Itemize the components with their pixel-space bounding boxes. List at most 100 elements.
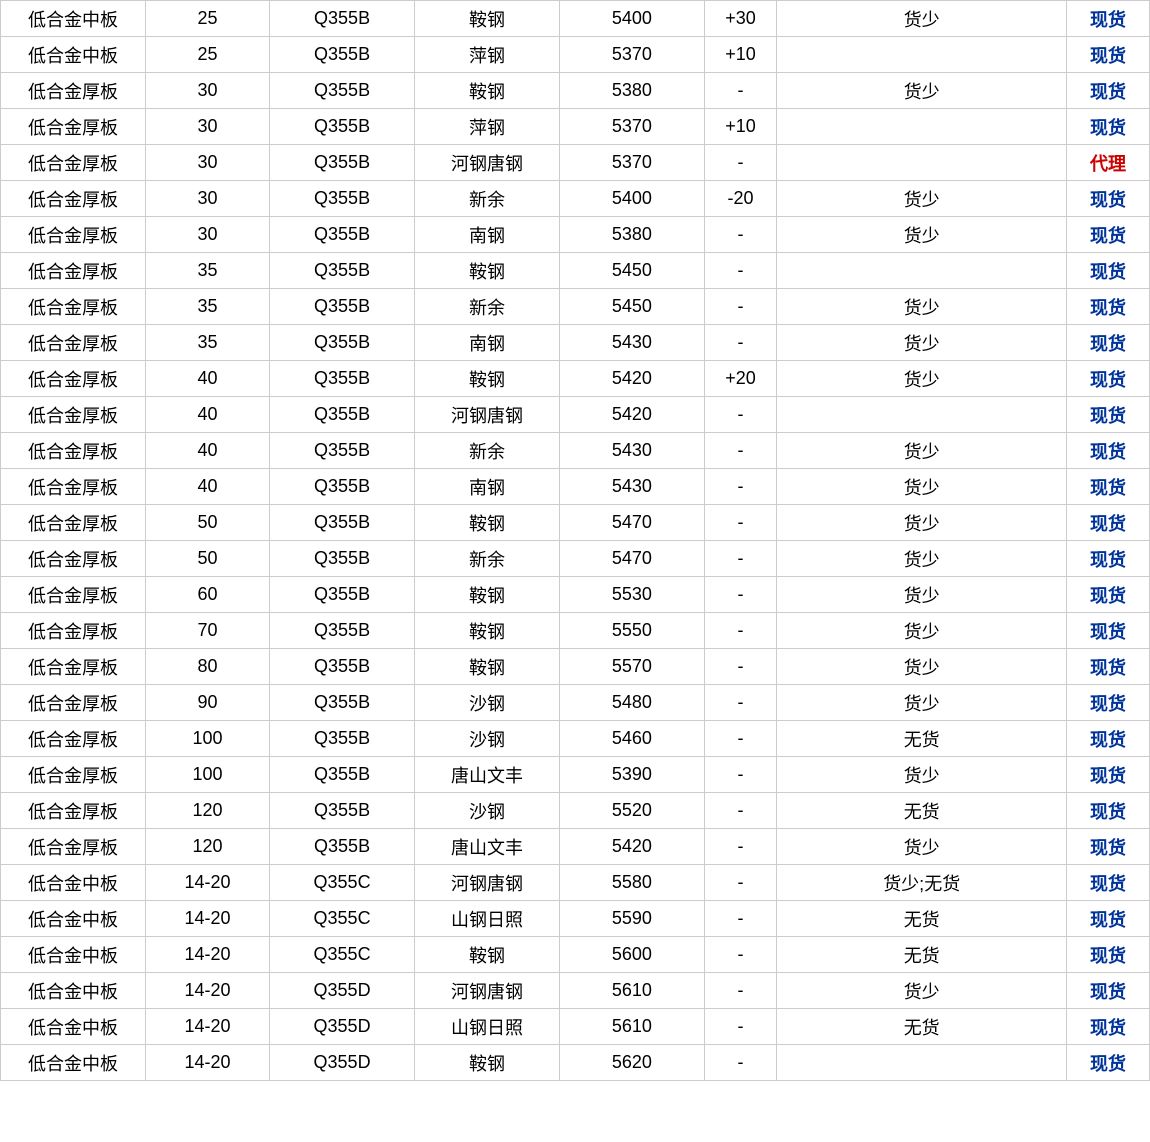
stock-link[interactable]: 现货	[1090, 370, 1126, 390]
change-cell: -	[704, 289, 776, 325]
remark-cell: 货少	[777, 1, 1067, 37]
remark-cell: 货少	[777, 613, 1067, 649]
spec-cell: 14-20	[145, 1009, 269, 1045]
stock-link[interactable]: 现货	[1090, 766, 1126, 786]
stock-link[interactable]: 现货	[1090, 622, 1126, 642]
remark-cell	[777, 37, 1067, 73]
change-cell: -	[704, 469, 776, 505]
table-row: 低合金中板14-20Q355C鞍钢5600-无货现货	[1, 937, 1150, 973]
grade-cell: Q355B	[270, 361, 415, 397]
stock-link[interactable]: 现货	[1090, 262, 1126, 282]
stock-cell: 现货	[1067, 505, 1150, 541]
remark-cell: 货少	[777, 361, 1067, 397]
change-cell: -	[704, 145, 776, 181]
mill-cell: 唐山文丰	[415, 829, 560, 865]
product-name-cell: 低合金厚板	[1, 829, 146, 865]
remark-cell: 无货	[777, 901, 1067, 937]
grade-cell: Q355B	[270, 577, 415, 613]
stock-link[interactable]: 现货	[1090, 1018, 1126, 1038]
price-cell: 5600	[559, 937, 704, 973]
stock-link[interactable]: 现货	[1090, 46, 1126, 66]
steel-price-table: 低合金中板25Q355B鞍钢5400+30货少现货低合金中板25Q355B萍钢5…	[0, 0, 1150, 1081]
stock-cell: 现货	[1067, 433, 1150, 469]
grade-cell: Q355B	[270, 217, 415, 253]
price-cell: 5370	[559, 145, 704, 181]
table-row: 低合金厚板50Q355B新余5470-货少现货	[1, 541, 1150, 577]
mill-cell: 河钢唐钢	[415, 865, 560, 901]
remark-cell	[777, 1045, 1067, 1081]
stock-cell: 现货	[1067, 901, 1150, 937]
stock-link[interactable]: 现货	[1090, 82, 1126, 102]
stock-link[interactable]: 现货	[1090, 190, 1126, 210]
change-cell: -	[704, 649, 776, 685]
stock-link[interactable]: 现货	[1090, 838, 1126, 858]
stock-link[interactable]: 现货	[1090, 910, 1126, 930]
price-cell: 5470	[559, 505, 704, 541]
stock-link[interactable]: 现货	[1090, 874, 1126, 894]
price-cell: 5590	[559, 901, 704, 937]
stock-link[interactable]: 现货	[1090, 802, 1126, 822]
spec-cell: 25	[145, 1, 269, 37]
table-row: 低合金厚板120Q355B沙钢5520-无货现货	[1, 793, 1150, 829]
spec-cell: 14-20	[145, 1045, 269, 1081]
stock-link[interactable]: 现货	[1090, 10, 1126, 30]
spec-cell: 14-20	[145, 973, 269, 1009]
product-name-cell: 低合金厚板	[1, 649, 146, 685]
stock-link[interactable]: 现货	[1090, 586, 1126, 606]
stock-link[interactable]: 现货	[1090, 1054, 1126, 1074]
spec-cell: 30	[145, 181, 269, 217]
stock-link[interactable]: 现货	[1090, 550, 1126, 570]
grade-cell: Q355B	[270, 181, 415, 217]
price-cell: 5610	[559, 1009, 704, 1045]
stock-link[interactable]: 现货	[1090, 982, 1126, 1002]
mill-cell: 鞍钢	[415, 613, 560, 649]
price-cell: 5570	[559, 649, 704, 685]
stock-link[interactable]: 现货	[1090, 406, 1126, 426]
product-name-cell: 低合金厚板	[1, 469, 146, 505]
table-row: 低合金中板14-20Q355D山钢日照5610-无货现货	[1, 1009, 1150, 1045]
stock-link[interactable]: 现货	[1090, 226, 1126, 246]
stock-link[interactable]: 现货	[1090, 298, 1126, 318]
table-row: 低合金厚板120Q355B唐山文丰5420-货少现货	[1, 829, 1150, 865]
price-cell: 5430	[559, 469, 704, 505]
change-cell: -	[704, 73, 776, 109]
remark-cell: 货少	[777, 577, 1067, 613]
spec-cell: 40	[145, 397, 269, 433]
price-cell: 5420	[559, 361, 704, 397]
product-name-cell: 低合金厚板	[1, 145, 146, 181]
stock-link[interactable]: 现货	[1090, 514, 1126, 534]
change-cell: -	[704, 1045, 776, 1081]
stock-link[interactable]: 现货	[1090, 946, 1126, 966]
stock-link[interactable]: 现货	[1090, 442, 1126, 462]
price-cell: 5470	[559, 541, 704, 577]
stock-cell: 现货	[1067, 109, 1150, 145]
spec-cell: 14-20	[145, 865, 269, 901]
table-row: 低合金厚板30Q355B南钢5380-货少现货	[1, 217, 1150, 253]
table-row: 低合金厚板40Q355B南钢5430-货少现货	[1, 469, 1150, 505]
remark-cell	[777, 145, 1067, 181]
remark-cell: 货少	[777, 73, 1067, 109]
grade-cell: Q355D	[270, 1045, 415, 1081]
stock-link[interactable]: 现货	[1090, 478, 1126, 498]
product-name-cell: 低合金中板	[1, 1009, 146, 1045]
spec-cell: 100	[145, 721, 269, 757]
mill-cell: 鞍钢	[415, 1045, 560, 1081]
product-name-cell: 低合金中板	[1, 1, 146, 37]
remark-cell: 无货	[777, 1009, 1067, 1045]
table-row: 低合金厚板100Q355B沙钢5460-无货现货	[1, 721, 1150, 757]
product-name-cell: 低合金厚板	[1, 613, 146, 649]
product-name-cell: 低合金厚板	[1, 253, 146, 289]
stock-link[interactable]: 现货	[1090, 334, 1126, 354]
stock-link[interactable]: 现货	[1090, 658, 1126, 678]
product-name-cell: 低合金厚板	[1, 433, 146, 469]
stock-cell: 代理	[1067, 145, 1150, 181]
grade-cell: Q355D	[270, 973, 415, 1009]
mill-cell: 鞍钢	[415, 73, 560, 109]
change-cell: +20	[704, 361, 776, 397]
spec-cell: 50	[145, 505, 269, 541]
stock-cell: 现货	[1067, 253, 1150, 289]
stock-link[interactable]: 现货	[1090, 730, 1126, 750]
stock-link[interactable]: 现货	[1090, 118, 1126, 138]
stock-agent-link[interactable]: 代理	[1090, 154, 1126, 174]
stock-link[interactable]: 现货	[1090, 694, 1126, 714]
